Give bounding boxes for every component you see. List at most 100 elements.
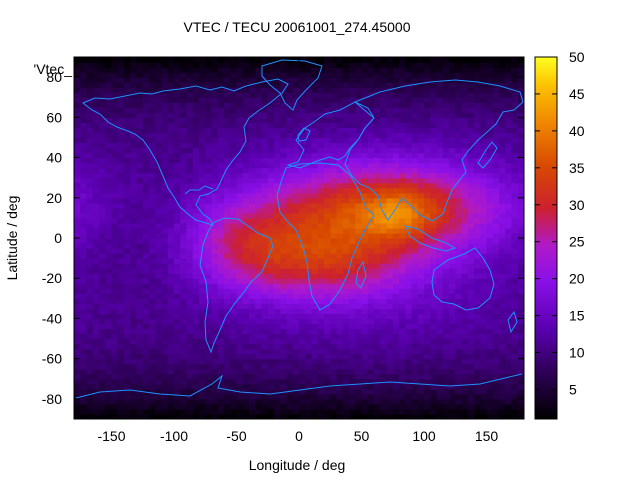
heatmap-cell <box>249 217 256 224</box>
heatmap-cell <box>380 217 388 224</box>
heatmap-cell <box>111 298 119 304</box>
heatmap-cell <box>217 328 225 335</box>
heatmap-cell <box>92 87 100 93</box>
heatmap-cell <box>142 288 150 294</box>
heatmap-cell <box>224 177 231 184</box>
heatmap-cell <box>330 373 338 380</box>
heatmap-cell <box>186 182 194 189</box>
heatmap-cell <box>517 192 524 199</box>
heatmap-cell <box>305 192 313 199</box>
heatmap-cell <box>324 348 331 355</box>
heatmap-cell <box>511 358 519 365</box>
heatmap-cell <box>436 318 444 325</box>
heatmap-cell <box>336 298 344 304</box>
heatmap-cell <box>411 117 419 123</box>
heatmap-cell <box>517 368 524 375</box>
heatmap-cell <box>242 393 250 400</box>
heatmap-cell <box>130 157 138 164</box>
heatmap-cell <box>192 413 200 419</box>
heatmap-cell <box>517 217 524 224</box>
heatmap-cell <box>205 172 213 179</box>
heatmap-cell <box>486 172 494 179</box>
heatmap-cell <box>142 182 150 189</box>
heatmap-cell <box>474 92 481 98</box>
heatmap-cell <box>192 232 200 239</box>
heatmap-cell <box>267 303 275 309</box>
heatmap-cell <box>86 298 94 304</box>
heatmap-cell <box>224 268 231 274</box>
heatmap-cell <box>480 207 488 214</box>
heatmap-cell <box>149 87 156 93</box>
heatmap-cell <box>292 263 300 269</box>
heatmap-cell <box>199 303 206 309</box>
heatmap-cell <box>80 393 88 400</box>
heatmap-cell <box>130 177 138 184</box>
heatmap-cell <box>267 132 275 139</box>
heatmap-cell <box>142 92 150 98</box>
heatmap-cell <box>492 298 500 304</box>
heatmap-cell <box>155 127 163 134</box>
heatmap-cell <box>167 197 175 204</box>
heatmap-cell <box>374 333 381 340</box>
heatmap-cell <box>192 122 200 128</box>
heatmap-cell <box>499 157 506 164</box>
heatmap-cell <box>505 107 513 113</box>
heatmap-cell <box>230 92 238 98</box>
heatmap-cell <box>461 348 469 355</box>
heatmap-cell <box>142 408 150 415</box>
heatmap-cell <box>355 217 363 224</box>
heatmap-cell <box>411 353 419 360</box>
heatmap-cell <box>499 378 506 385</box>
heatmap-cell <box>461 238 469 244</box>
heatmap-cell <box>230 102 238 108</box>
heatmap-cell <box>499 323 506 330</box>
heatmap-cell <box>255 353 263 360</box>
heatmap-cell <box>411 202 419 209</box>
heatmap-cell <box>130 238 138 244</box>
heatmap-cell <box>449 132 456 139</box>
heatmap-cell <box>311 187 319 194</box>
heatmap-cell <box>186 363 194 370</box>
heatmap-cell <box>236 283 244 289</box>
heatmap-cell <box>117 162 125 169</box>
heatmap-cell <box>342 338 350 345</box>
heatmap-cell <box>349 187 356 194</box>
heatmap-cell <box>399 197 406 204</box>
heatmap-cell <box>342 182 350 189</box>
heatmap-cell <box>480 222 488 229</box>
heatmap-cell <box>405 363 413 370</box>
heatmap-cell <box>486 328 494 335</box>
heatmap-cell <box>336 137 344 144</box>
heatmap-cell <box>124 122 131 128</box>
heatmap-cell <box>424 293 431 299</box>
heatmap-cell <box>274 82 281 88</box>
heatmap-cell <box>267 413 275 419</box>
heatmap-cell <box>336 187 344 194</box>
heatmap-cell <box>417 77 425 83</box>
heatmap-cell <box>142 222 150 229</box>
heatmap-cell <box>236 92 244 98</box>
heatmap-cell <box>230 217 238 224</box>
heatmap-cell <box>517 207 524 214</box>
heatmap-cell <box>367 72 375 78</box>
heatmap-cell <box>267 283 275 289</box>
heatmap-cell <box>436 358 444 365</box>
heatmap-cell <box>380 82 388 88</box>
heatmap-cell <box>105 318 113 325</box>
heatmap-cell <box>292 283 300 289</box>
heatmap-cell <box>305 358 313 365</box>
heatmap-cell <box>249 368 256 375</box>
heatmap-cell <box>161 142 169 149</box>
heatmap-cell <box>349 227 356 234</box>
heatmap-cell <box>267 333 275 340</box>
heatmap-cell <box>492 87 500 93</box>
heatmap-cell <box>317 333 325 340</box>
heatmap-cell <box>124 112 131 118</box>
heatmap-cell <box>474 82 481 88</box>
heatmap-cell <box>449 187 456 194</box>
heatmap-cell <box>80 187 88 194</box>
heatmap-cell <box>474 112 481 118</box>
heatmap-cell <box>205 298 213 304</box>
heatmap-cell <box>417 368 425 375</box>
heatmap-cell <box>349 87 356 93</box>
